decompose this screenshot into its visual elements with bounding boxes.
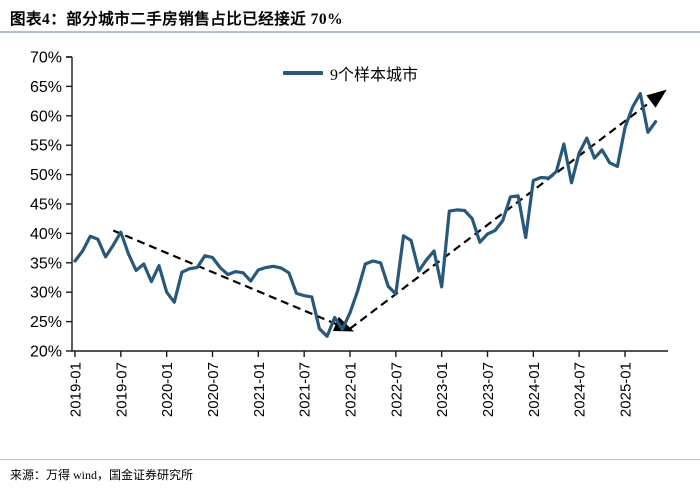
figure-source: 来源：万得 wind，国金证券研究所 [10, 468, 194, 482]
svg-text:2023-01: 2023-01 [434, 362, 451, 417]
svg-text:20%: 20% [30, 344, 62, 361]
svg-text:2021-07: 2021-07 [297, 362, 314, 417]
title-divider [0, 31, 700, 33]
svg-text:60%: 60% [30, 108, 62, 125]
svg-text:35%: 35% [30, 255, 62, 272]
svg-text:2023-07: 2023-07 [480, 362, 497, 417]
source-divider [0, 459, 700, 460]
svg-text:2022-07: 2022-07 [388, 362, 405, 417]
svg-text:30%: 30% [30, 285, 62, 302]
svg-text:2019-01: 2019-01 [68, 362, 85, 417]
svg-text:2020-07: 2020-07 [205, 362, 222, 417]
svg-text:2019-07: 2019-07 [113, 362, 130, 417]
svg-text:50%: 50% [30, 167, 62, 184]
svg-text:2020-01: 2020-01 [159, 362, 176, 417]
legend-label: 9个样本城市 [330, 67, 419, 84]
chart-legend: 9个样本城市 [283, 61, 418, 85]
svg-text:40%: 40% [30, 226, 62, 243]
figure-title: 图表4：部分城市二手房销售占比已经接近 70% [10, 11, 344, 28]
svg-text:45%: 45% [30, 197, 62, 214]
legend-line-swatch [283, 71, 323, 75]
svg-text:65%: 65% [30, 79, 62, 96]
svg-text:55%: 55% [30, 138, 62, 155]
svg-text:2025-01: 2025-01 [618, 362, 635, 417]
svg-text:70%: 70% [30, 50, 62, 67]
svg-text:2022-01: 2022-01 [343, 362, 360, 417]
svg-text:2024-07: 2024-07 [572, 362, 589, 417]
svg-text:25%: 25% [30, 314, 62, 331]
svg-text:2021-01: 2021-01 [251, 362, 268, 417]
svg-text:2024-01: 2024-01 [526, 362, 543, 417]
